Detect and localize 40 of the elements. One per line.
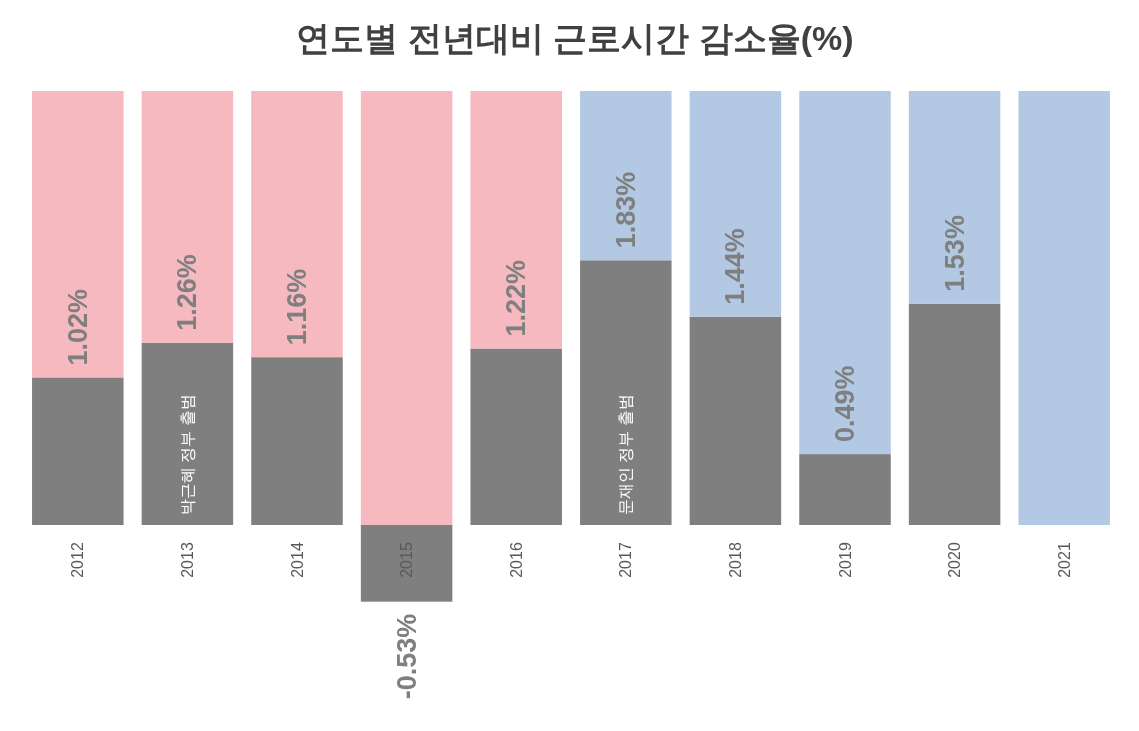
data-label: 1.22% xyxy=(501,259,532,337)
bar xyxy=(908,91,1001,304)
bar xyxy=(360,525,453,602)
data-label: -0.53% xyxy=(391,613,422,700)
bar xyxy=(799,91,891,455)
bar xyxy=(799,454,891,525)
bar xyxy=(689,91,782,317)
bar xyxy=(689,316,782,525)
data-label: 1.53% xyxy=(939,215,970,292)
x-tick-label: 2016 xyxy=(507,542,525,578)
annotation: 문재인 정부 출범 xyxy=(617,394,635,515)
bar xyxy=(141,342,234,525)
bar xyxy=(580,260,672,525)
data-label: 1.26% xyxy=(172,254,203,331)
x-tick-label: 2020 xyxy=(946,542,964,578)
bar xyxy=(908,303,1001,525)
x-tick-label: 2021 xyxy=(1055,542,1073,578)
x-tick-label: 2012 xyxy=(69,542,87,578)
data-label: 1.02% xyxy=(62,288,93,366)
x-tick-label: 2018 xyxy=(726,542,744,578)
bar xyxy=(1018,91,1110,525)
bar xyxy=(251,91,343,358)
data-label: 0.49% xyxy=(830,365,860,443)
chart-title: 연도별 전년대비 근로시간 감소율(%) xyxy=(296,19,854,57)
data-label: 1.83% xyxy=(610,171,641,249)
data-label: 1.16% xyxy=(282,268,312,346)
bar xyxy=(32,377,124,525)
bar xyxy=(251,357,343,525)
bar xyxy=(470,91,562,349)
x-tick-label: 2013 xyxy=(178,542,196,578)
x-tick-label: 2019 xyxy=(836,542,854,578)
annotation: 박근혜 정부 출범 xyxy=(178,394,196,515)
x-tick-label: 2017 xyxy=(617,542,635,578)
bar xyxy=(32,91,124,378)
data-label: 1.44% xyxy=(720,228,751,305)
bar xyxy=(360,91,453,525)
bar xyxy=(470,348,562,525)
x-tick-label: 2014 xyxy=(288,542,306,578)
bar xyxy=(141,91,234,343)
bar xyxy=(580,91,672,261)
